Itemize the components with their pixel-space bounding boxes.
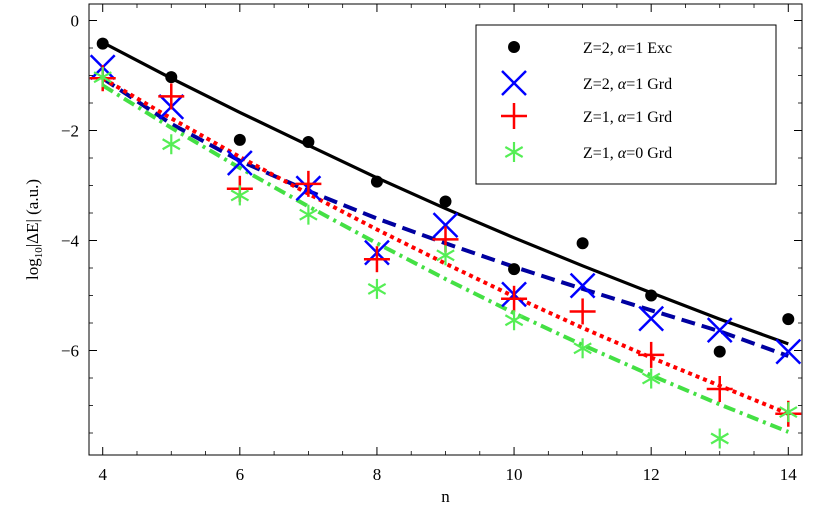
x-tick-label: 10: [506, 465, 523, 484]
fit-curve-2: [101, 76, 790, 416]
legend-entry-2-label: Z=1, α=1 Grd: [583, 109, 672, 126]
fit-curves: [101, 41, 790, 434]
point-s3-4: [367, 278, 387, 299]
point-s1-9: [706, 317, 733, 344]
legend-box: [475, 24, 777, 185]
axis-ticks: [89, 4, 802, 455]
y-axis-label-prefix: log: [23, 258, 42, 280]
data-markers: [89, 37, 802, 449]
point-s3-10: [779, 402, 798, 423]
y-tick-label: −4: [61, 232, 80, 251]
point-s3-8: [641, 368, 661, 389]
x-tick-label: 4: [98, 465, 107, 484]
point-s3-1: [162, 134, 181, 155]
legend-entry-0-label: Z=2, α=1 Exc: [583, 40, 672, 57]
y-axis-label: log10|ΔE| (a.u.): [23, 179, 45, 280]
point-s2-1: [158, 83, 185, 110]
point-s3-2: [230, 185, 250, 206]
fit-curve-3: [101, 83, 790, 434]
point-s2-9: [706, 376, 733, 402]
point-s3-3: [299, 204, 318, 225]
x-axis-label: n: [441, 487, 450, 506]
point-s1-2: [226, 150, 253, 176]
point-s0-5: [439, 195, 452, 208]
point-s3-5: [436, 245, 455, 266]
point-s2-7: [569, 298, 596, 325]
point-s0-6: [508, 263, 521, 276]
point-s0-8: [645, 289, 658, 302]
point-s3-6: [504, 310, 524, 331]
legend-entry-3-label: Z=1, α=0 Grd: [583, 145, 672, 162]
legend-entry-1-label: Z=2, α=1 Grd: [583, 76, 672, 93]
y-tick-label: −2: [61, 122, 79, 141]
point-s0-4: [370, 175, 383, 188]
y-tick-label: −6: [61, 342, 79, 361]
x-tick-label: 8: [373, 465, 382, 484]
fit-curve-0: [101, 41, 789, 346]
legend-marker-1: [501, 70, 527, 96]
point-s2-4: [363, 246, 390, 273]
point-s0-3: [302, 136, 315, 149]
y-axis-label-subscript: 10: [33, 247, 45, 259]
tick-labels: 4 6 8 10 12 14 0 −2 −4 −6: [61, 12, 797, 485]
legend-markers: [501, 41, 527, 162]
point-s1-8: [638, 305, 665, 332]
point-s0-0: [96, 37, 109, 50]
point-s1-5: [432, 212, 459, 238]
point-s1-7: [569, 272, 596, 299]
point-s0-2: [233, 133, 246, 146]
legend: Z=2, α=1 Exc Z=2, α=1 Grd Z=1, α=1 Grd Z…: [475, 24, 777, 185]
point-s0-10: [782, 313, 795, 326]
point-s3-7: [573, 338, 592, 359]
legend-marker-0: [508, 41, 520, 53]
y-axis-label-suffix: |ΔE| (a.u.): [23, 179, 42, 247]
x-tick-label: 6: [236, 465, 245, 484]
point-s0-9: [713, 345, 726, 358]
x-tick-label: 14: [780, 465, 798, 484]
y-tick-label: 0: [71, 12, 80, 31]
point-s0-1: [165, 71, 178, 84]
point-s2-3: [295, 170, 322, 197]
point-s3-0: [93, 67, 112, 88]
point-s1-10: [775, 338, 802, 365]
x-tick-label: 12: [643, 465, 660, 484]
point-s0-7: [576, 237, 589, 250]
legend-marker-2: [501, 103, 527, 129]
point-s2-8: [638, 341, 665, 368]
point-s2-6: [501, 285, 528, 312]
legend-marker-3: [504, 142, 524, 162]
point-s3-9: [710, 428, 729, 449]
